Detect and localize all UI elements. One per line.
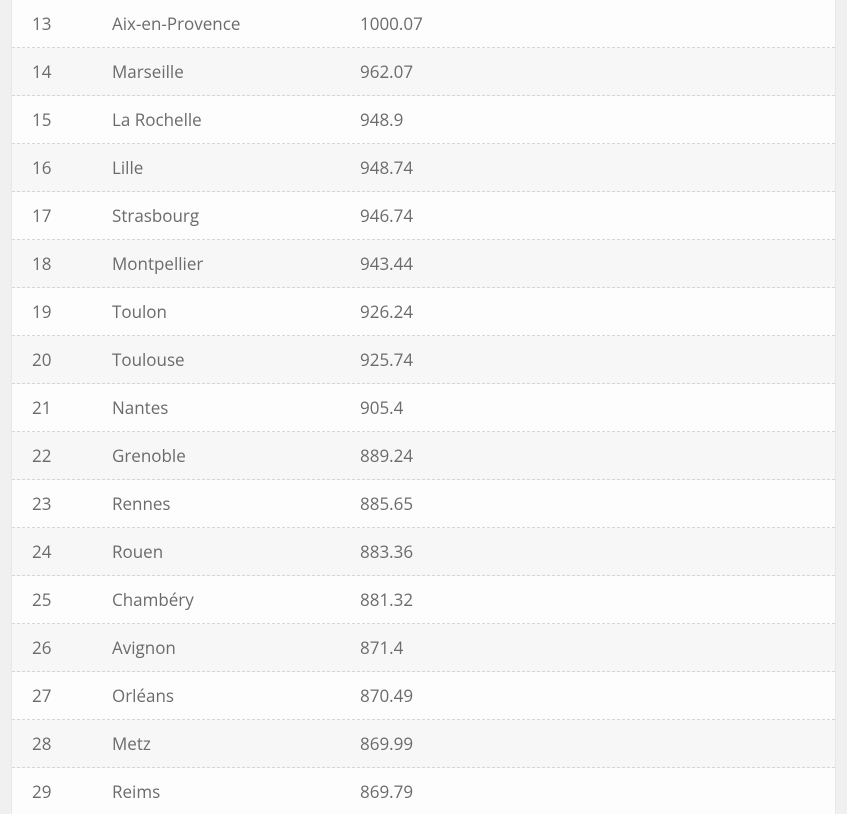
value-cell: 881.32: [360, 588, 835, 611]
value-cell: 905.4: [360, 396, 835, 419]
rank-cell: 15: [12, 108, 112, 131]
table-row: 27Orléans870.49: [12, 672, 835, 720]
value-cell: 962.07: [360, 60, 835, 83]
value-cell: 943.44: [360, 252, 835, 275]
table-row: 16Lille948.74: [12, 144, 835, 192]
rank-cell: 21: [12, 396, 112, 419]
city-cell: Montpellier: [112, 252, 360, 275]
value-cell: 948.74: [360, 156, 835, 179]
value-cell: 869.79: [360, 780, 835, 803]
table-row: 25Chambéry881.32: [12, 576, 835, 624]
city-cell: Nantes: [112, 396, 360, 419]
rank-cell: 14: [12, 60, 112, 83]
table-outer-container: 13Aix-en-Provence1000.0714Marseille962.0…: [0, 0, 847, 814]
city-cell: Lille: [112, 156, 360, 179]
table-row: 20Toulouse925.74: [12, 336, 835, 384]
city-cell: Reims: [112, 780, 360, 803]
value-cell: 926.24: [360, 300, 835, 323]
city-cell: Rouen: [112, 540, 360, 563]
value-cell: 925.74: [360, 348, 835, 371]
table-row: 23Rennes885.65: [12, 480, 835, 528]
table-row: 13Aix-en-Provence1000.07: [12, 0, 835, 48]
rank-cell: 24: [12, 540, 112, 563]
rank-cell: 19: [12, 300, 112, 323]
city-cell: Rennes: [112, 492, 360, 515]
rank-cell: 20: [12, 348, 112, 371]
table-row: 17Strasbourg946.74: [12, 192, 835, 240]
data-table: 13Aix-en-Provence1000.0714Marseille962.0…: [11, 0, 836, 814]
table-row: 29Reims869.79: [12, 768, 835, 814]
table-row: 14Marseille962.07: [12, 48, 835, 96]
value-cell: 883.36: [360, 540, 835, 563]
value-cell: 869.99: [360, 732, 835, 755]
city-cell: Orléans: [112, 684, 360, 707]
city-cell: Strasbourg: [112, 204, 360, 227]
city-cell: Grenoble: [112, 444, 360, 467]
table-row: 26Avignon871.4: [12, 624, 835, 672]
table-row: 19Toulon926.24: [12, 288, 835, 336]
city-cell: Avignon: [112, 636, 360, 659]
city-cell: Chambéry: [112, 588, 360, 611]
table-row: 21Nantes905.4: [12, 384, 835, 432]
rank-cell: 23: [12, 492, 112, 515]
value-cell: 870.49: [360, 684, 835, 707]
city-cell: Toulon: [112, 300, 360, 323]
rank-cell: 26: [12, 636, 112, 659]
rank-cell: 25: [12, 588, 112, 611]
rank-cell: 27: [12, 684, 112, 707]
value-cell: 889.24: [360, 444, 835, 467]
city-cell: La Rochelle: [112, 108, 360, 131]
value-cell: 946.74: [360, 204, 835, 227]
rank-cell: 28: [12, 732, 112, 755]
rank-cell: 22: [12, 444, 112, 467]
table-row: 18Montpellier943.44: [12, 240, 835, 288]
value-cell: 871.4: [360, 636, 835, 659]
table-row: 24Rouen883.36: [12, 528, 835, 576]
rank-cell: 17: [12, 204, 112, 227]
value-cell: 885.65: [360, 492, 835, 515]
table-row: 28Metz869.99: [12, 720, 835, 768]
city-cell: Marseille: [112, 60, 360, 83]
rank-cell: 13: [12, 12, 112, 35]
value-cell: 1000.07: [360, 12, 835, 35]
rank-cell: 29: [12, 780, 112, 803]
city-cell: Metz: [112, 732, 360, 755]
rank-cell: 18: [12, 252, 112, 275]
city-cell: Aix-en-Provence: [112, 12, 360, 35]
table-row: 15La Rochelle948.9: [12, 96, 835, 144]
value-cell: 948.9: [360, 108, 835, 131]
rank-cell: 16: [12, 156, 112, 179]
table-row: 22Grenoble889.24: [12, 432, 835, 480]
city-cell: Toulouse: [112, 348, 360, 371]
